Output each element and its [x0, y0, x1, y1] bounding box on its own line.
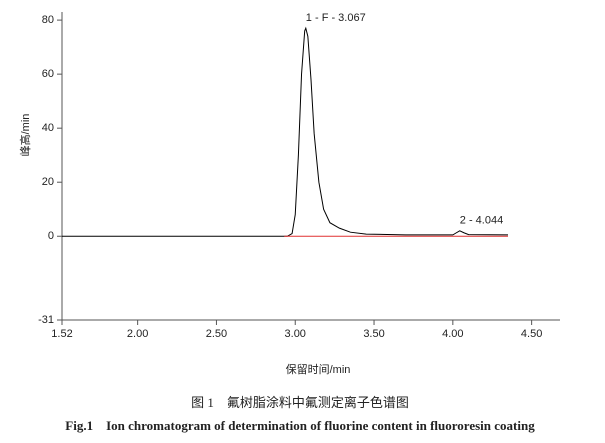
x-tick-label: 4.00: [442, 328, 463, 340]
y-tick-label: 0: [48, 230, 54, 242]
y-tick-label: 60: [42, 68, 54, 80]
x-tick-label: 3.50: [363, 328, 384, 340]
caption-en: Fig.1 Ion chromatogram of determination …: [65, 418, 535, 433]
x-axis-label: 保留时间/min: [286, 362, 351, 376]
x-tick-label: 4.50: [521, 328, 542, 340]
caption-cn: 图 1 氟树脂涂料中氟测定离子色谱图: [191, 395, 409, 410]
x-tick-label: 2.00: [127, 328, 148, 340]
x-tick-label: 1.52: [51, 328, 72, 340]
x-tick-label: 3.00: [285, 328, 306, 340]
y-tick-label: 20: [42, 176, 54, 188]
x-tick-label: 2.50: [206, 328, 227, 340]
y-axis-label: 峰高/min: [18, 114, 32, 157]
chromatogram-line: [62, 26, 508, 237]
y-tick-label: 40: [42, 122, 54, 134]
peak-annotation: 2 - 4.044: [460, 215, 503, 227]
y-tick-label: -31: [38, 314, 54, 326]
y-tick-label: 80: [42, 14, 54, 26]
peak-annotation: 1 - F - 3.067: [306, 12, 366, 24]
